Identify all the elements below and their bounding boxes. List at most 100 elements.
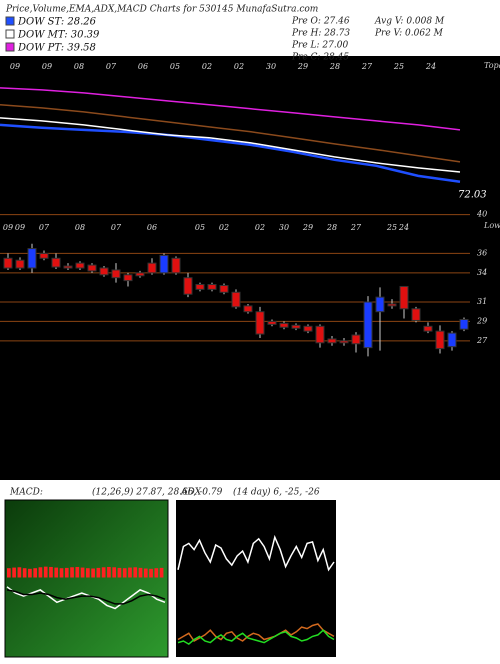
histogram-bar [138, 567, 143, 578]
candle-body [267, 320, 277, 325]
date-label: 30 [279, 223, 289, 232]
info: Avg V: 0.008 M [374, 17, 445, 27]
date-label: 02 [219, 223, 229, 232]
histogram-bar [64, 567, 69, 578]
date-label: 24 [398, 223, 409, 232]
date-label: 06 [138, 62, 148, 71]
candle-body [123, 274, 133, 282]
candle-body [279, 322, 289, 328]
series-line [177, 623, 335, 642]
candle-body [207, 284, 217, 290]
histogram-bar [128, 567, 132, 578]
series-line [177, 534, 335, 572]
histogram-bar [22, 568, 27, 578]
histogram-bar [12, 567, 16, 578]
histogram-bar [159, 567, 164, 578]
candle-body [387, 303, 397, 307]
histogram-bar [17, 567, 22, 578]
y-tick-label: 34 [477, 268, 487, 277]
date-label: 29 [297, 62, 308, 71]
date-label: 09 [3, 223, 13, 232]
candle-body [255, 311, 265, 335]
info: Pre H: 28.73 [291, 29, 350, 39]
series-line [0, 87, 461, 131]
corner-label: Lowes [483, 221, 500, 230]
date-label: 08 [74, 62, 84, 71]
histogram-bar [91, 568, 95, 578]
corner-label: Topa [484, 61, 500, 70]
date-label: 02 [255, 223, 265, 232]
series-line [6, 586, 166, 610]
date-label: 05 [170, 62, 180, 71]
adx-panel [176, 500, 336, 657]
series-line [0, 117, 461, 173]
candle-body [39, 252, 49, 259]
histogram-bar [59, 568, 64, 578]
histogram-bar [54, 567, 59, 578]
date-label: 30 [266, 62, 276, 71]
date-label: 02 [202, 62, 212, 71]
date-label: 28 [329, 62, 340, 71]
histogram-bar [107, 566, 111, 578]
candle-body [363, 301, 373, 349]
histogram-bar [112, 567, 117, 578]
series-line [0, 123, 461, 184]
legend-label: DOW MT: 30.39 [17, 30, 100, 41]
histogram-bar [143, 568, 148, 578]
histogram-bar [49, 566, 53, 578]
candle-body [459, 318, 469, 330]
candle-body [63, 265, 73, 269]
candle-body [375, 296, 385, 313]
candle-body [135, 272, 145, 277]
series-line [6, 589, 166, 605]
candle-body [399, 285, 409, 310]
date-label: 02 [234, 62, 244, 71]
info: Pre L: 27.00 [291, 41, 348, 51]
candle-body [291, 324, 301, 329]
histogram-bar [43, 566, 48, 578]
histogram-bar [80, 567, 85, 578]
candle-body [87, 264, 97, 272]
y-tick-label: 29 [476, 316, 487, 325]
candle-body [27, 248, 37, 269]
panel-title: ADX [180, 488, 202, 498]
candle-body [315, 325, 325, 344]
histogram-bar [28, 568, 32, 578]
histogram-bar [101, 567, 106, 578]
date-label: 07 [106, 62, 117, 71]
date-label: 27 [361, 62, 373, 71]
legend-label: DOW PT: 39.58 [17, 43, 96, 54]
series-line [177, 629, 335, 646]
candle-body [351, 334, 361, 345]
candle-body [99, 267, 109, 276]
candle-body [15, 259, 25, 269]
y-tick-label: 31 [477, 297, 487, 306]
histogram-bar [38, 567, 43, 578]
annotation: 72.03 [458, 190, 487, 201]
histogram-bar [7, 568, 11, 578]
candle-body [159, 254, 169, 274]
candle-body [447, 332, 457, 348]
candle-body [423, 325, 433, 332]
candle-body [51, 257, 61, 268]
y-tick-label: 27 [476, 336, 488, 345]
candle-body [147, 262, 157, 274]
legend-swatch [5, 16, 15, 26]
candle-body [171, 257, 181, 274]
chart-bg [0, 56, 500, 480]
legend-swatch [5, 42, 15, 52]
panel-subtitle: (14 day) 6, -25, -26 [233, 487, 320, 498]
histogram-bar [96, 567, 101, 578]
y-tick-label: 36 [477, 248, 487, 257]
legend-swatch [5, 29, 15, 39]
candle-body [183, 277, 193, 295]
candle-body [195, 284, 205, 290]
candle-body [111, 269, 121, 279]
histogram-bar [122, 568, 127, 578]
title: Price,Volume,EMA,ADX,MACD Charts for 530… [5, 5, 318, 15]
panel-title: MACD: [9, 488, 43, 498]
date-label: 07 [39, 223, 50, 232]
y-tick-label: 40 [476, 210, 487, 219]
